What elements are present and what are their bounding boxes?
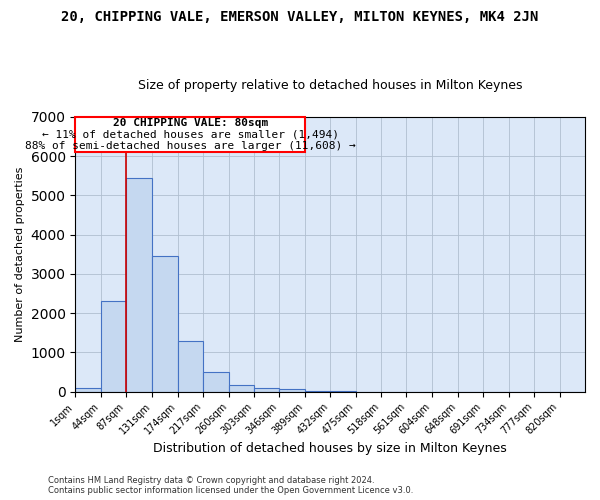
Bar [203, 372, 229, 392]
X-axis label: Distribution of detached houses by size in Milton Keynes: Distribution of detached houses by size … [154, 442, 507, 455]
Bar [280, 389, 305, 392]
Bar [76, 117, 305, 152]
Text: 20 CHIPPING VALE: 80sqm: 20 CHIPPING VALE: 80sqm [113, 118, 268, 128]
Bar [254, 388, 280, 392]
Text: ← 11% of detached houses are smaller (1,494): ← 11% of detached houses are smaller (1,… [42, 130, 339, 140]
Bar [101, 302, 126, 392]
Bar [126, 178, 152, 392]
Text: 20, CHIPPING VALE, EMERSON VALLEY, MILTON KEYNES, MK4 2JN: 20, CHIPPING VALE, EMERSON VALLEY, MILTO… [61, 10, 539, 24]
Text: 88% of semi-detached houses are larger (11,608) →: 88% of semi-detached houses are larger (… [25, 141, 356, 151]
Bar [152, 256, 178, 392]
Bar [305, 390, 330, 392]
Bar [229, 385, 254, 392]
Y-axis label: Number of detached properties: Number of detached properties [15, 166, 25, 342]
Bar [178, 340, 203, 392]
Title: Size of property relative to detached houses in Milton Keynes: Size of property relative to detached ho… [138, 79, 523, 92]
Text: Contains HM Land Registry data © Crown copyright and database right 2024.
Contai: Contains HM Land Registry data © Crown c… [48, 476, 413, 495]
Bar [76, 388, 101, 392]
